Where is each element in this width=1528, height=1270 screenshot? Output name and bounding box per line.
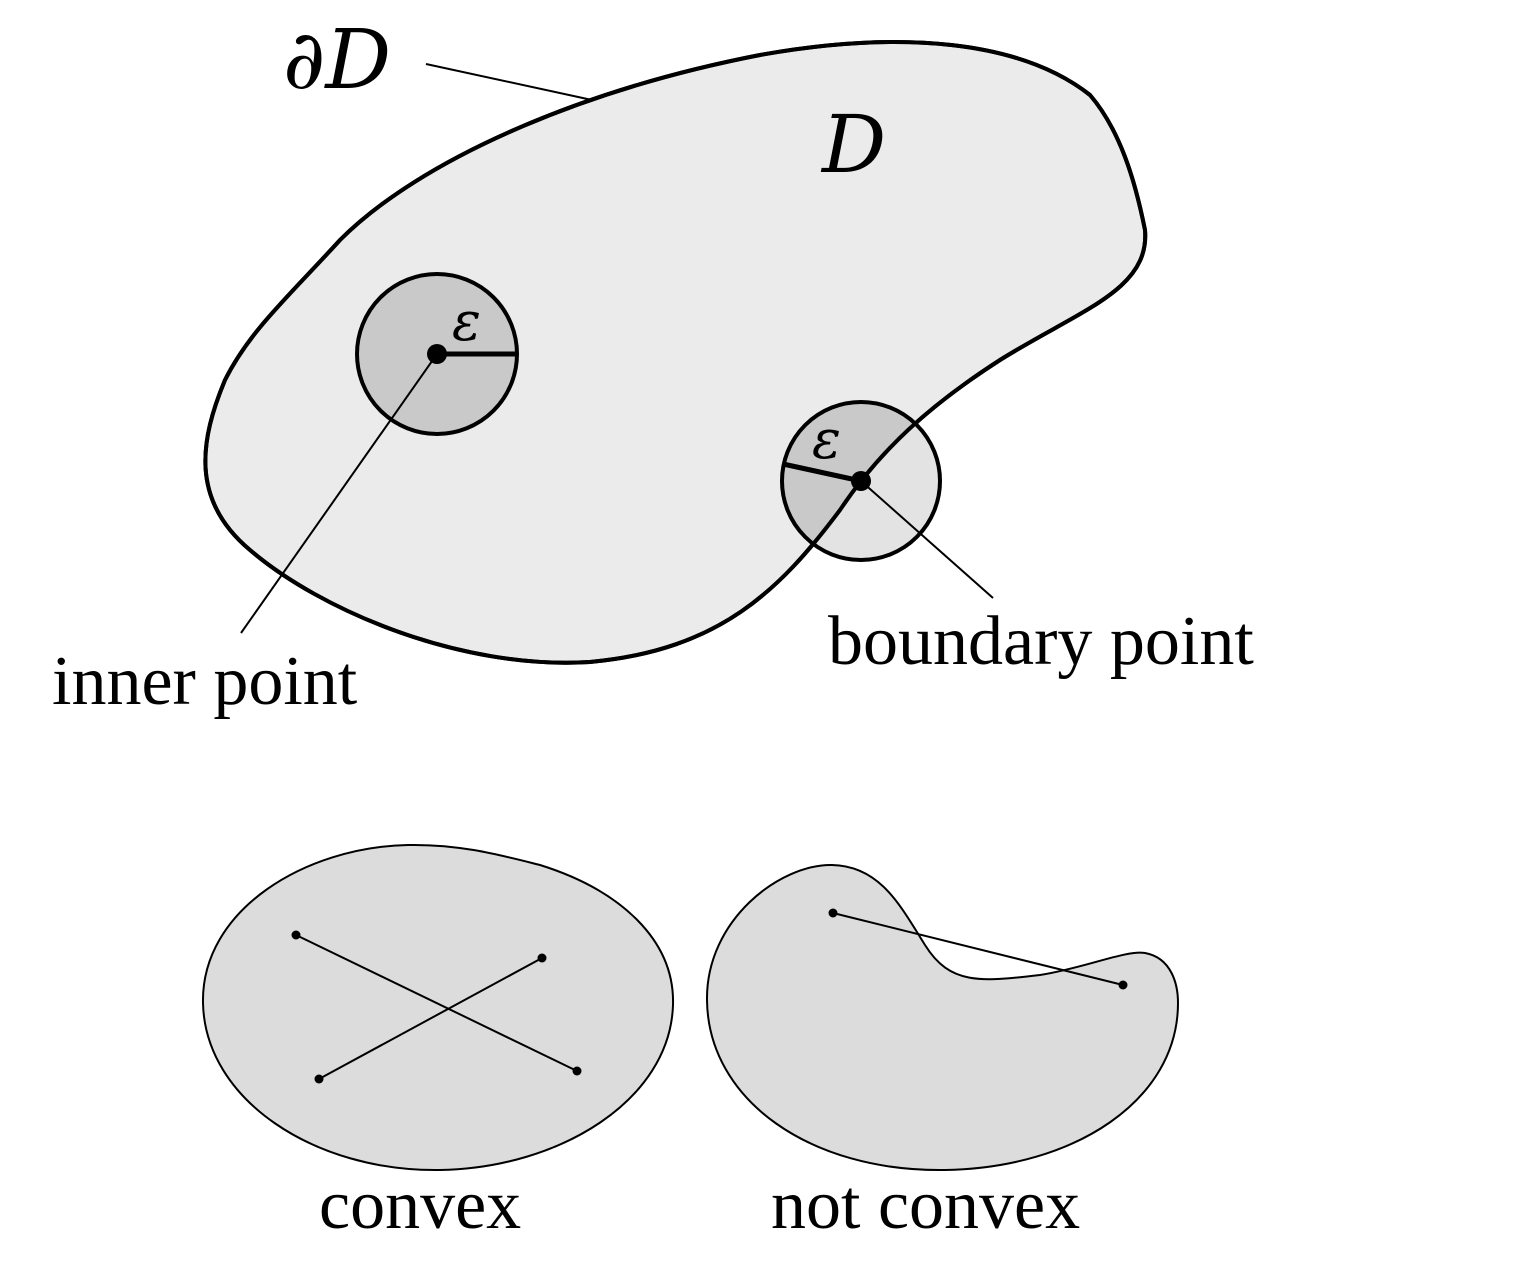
convex-segment-1 [295, 934, 578, 1072]
nonconvex-shape [705, 863, 1180, 1172]
domain-boundary-curve [203, 40, 1148, 665]
nonconvex-shape-group: not convex [705, 863, 1180, 1244]
boundary-symbol: ∂D [283, 13, 391, 108]
convex-label: convex [319, 1167, 521, 1244]
boundary-ball-outline [780, 400, 942, 562]
convex-point-d [314, 1074, 324, 1084]
convex-shape-group: convex [201, 843, 675, 1244]
boundary-epsilon: ε [812, 408, 841, 471]
domain-symbol: D [820, 98, 886, 191]
convex-point-c [537, 953, 547, 963]
convex-segment-2 [318, 957, 543, 1080]
boundary-leader-line [425, 63, 593, 101]
inner-point-leader-line [240, 353, 438, 634]
inner-point-label: inner point [52, 643, 358, 720]
not-convex-label: not convex [771, 1167, 1080, 1244]
inner-epsilon: ε [452, 290, 481, 353]
boundary-point-leader-line [860, 480, 994, 599]
nonconvex-segment [832, 912, 1124, 986]
boundary-radius [782, 461, 862, 484]
boundary-point-label: boundary point [828, 603, 1254, 680]
convex-point-a [291, 930, 301, 940]
nonconvex-point-a [828, 908, 838, 918]
domain-group: ∂D D ε inner point ε boundary point [52, 13, 1254, 720]
nonconvex-point-b [1118, 980, 1128, 990]
convex-shape [201, 843, 675, 1172]
convex-point-b [572, 1066, 582, 1076]
domain-region [203, 40, 1148, 665]
